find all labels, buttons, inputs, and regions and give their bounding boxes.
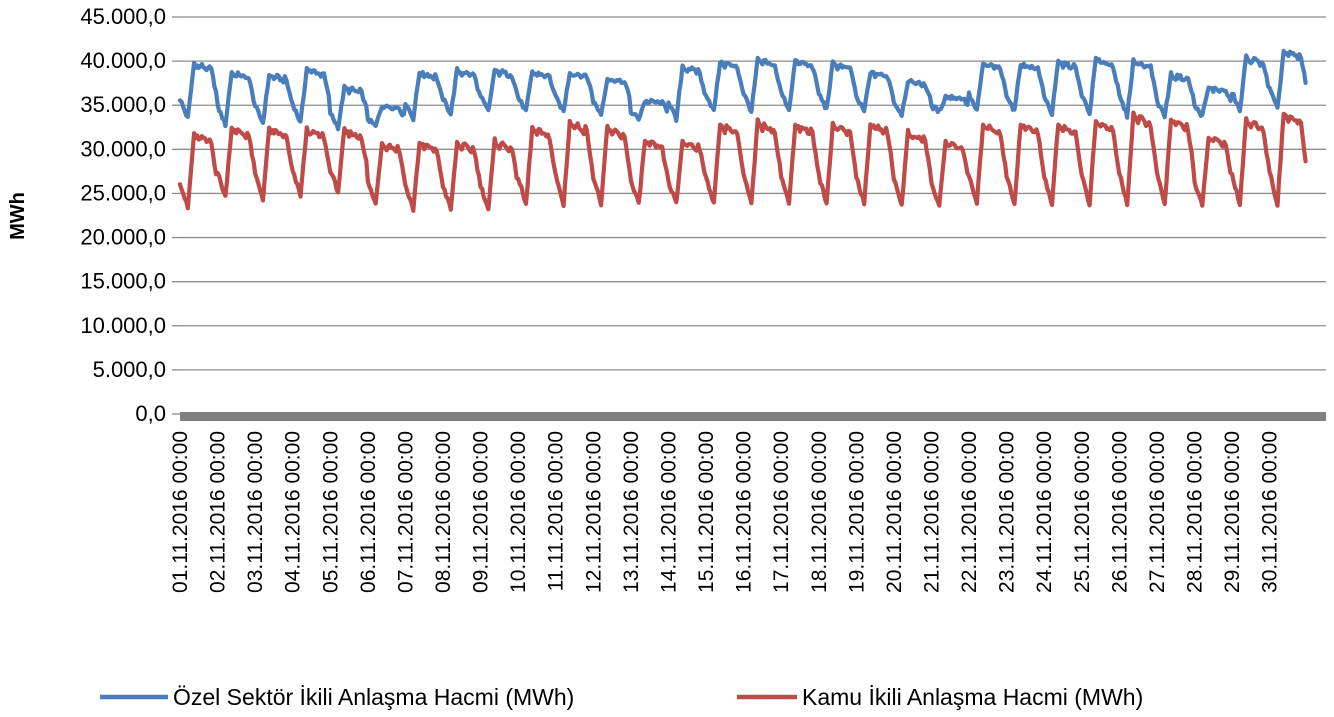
x-tick-label: 24.11.2016 00:00 xyxy=(1033,431,1056,593)
x-tick-label: 06.11.2016 00:00 xyxy=(357,431,380,593)
y-tick-label: 25.000,0 xyxy=(80,180,166,205)
legend-label: Özel Sektör İkili Anlaşma Hacmi (MWh) xyxy=(173,684,574,710)
y-axis-label: MWh xyxy=(7,192,29,240)
x-axis-band xyxy=(180,412,1326,421)
x-tick-label: 05.11.2016 00:00 xyxy=(319,431,342,593)
legend-label: Kamu İkili Anlaşma Hacmi (MWh) xyxy=(802,684,1143,710)
series-lines xyxy=(177,48,1308,213)
legend: Özel Sektör İkili Anlaşma Hacmi (MWh) Kam… xyxy=(100,684,1143,710)
x-tick-label: 23.11.2016 00:00 xyxy=(996,431,1019,593)
y-tick-label: 10.000,0 xyxy=(80,313,166,338)
x-tick-label: 03.11.2016 00:00 xyxy=(244,431,267,593)
y-tick-label: 0,0 xyxy=(135,401,166,426)
y-tick-label: 5.000,0 xyxy=(93,357,166,382)
kamu-series-line xyxy=(177,110,1308,213)
x-tick-label: 19.11.2016 00:00 xyxy=(845,431,868,593)
x-tick-label: 07.11.2016 00:00 xyxy=(394,431,417,593)
y-tick-label: 15.000,0 xyxy=(80,269,166,294)
x-tick-label: 01.11.2016 00:00 xyxy=(169,431,192,593)
x-tick-label: 04.11.2016 00:00 xyxy=(282,431,305,593)
y-tick-label: 40.000,0 xyxy=(80,48,166,73)
x-tick-label: 25.11.2016 00:00 xyxy=(1071,431,1094,593)
x-tick-label: 26.11.2016 00:00 xyxy=(1108,431,1131,593)
y-tick-label: 20.000,0 xyxy=(80,225,166,250)
x-tick-label: 29.11.2016 00:00 xyxy=(1221,431,1244,593)
ozel-sektor-series-line xyxy=(177,48,1308,132)
x-tick-label: 08.11.2016 00:00 xyxy=(432,431,455,593)
x-tick-label: 10.11.2016 00:00 xyxy=(507,431,530,593)
x-tick-label: 12.11.2016 00:00 xyxy=(582,431,605,593)
x-tick-label: 15.11.2016 00:00 xyxy=(695,431,718,593)
x-tick-label: 02.11.2016 00:00 xyxy=(207,431,230,593)
x-tick-label: 27.11.2016 00:00 xyxy=(1146,431,1169,593)
y-axis: 0,0 5.000,0 10.000,0 15.000,0 20.000,0 25.000… xyxy=(80,4,180,426)
x-axis: 01.11.2016 00:00 02.11.2016 00:00 03.11.20… xyxy=(169,431,1282,593)
y-tick-label: 35.000,0 xyxy=(80,92,166,117)
x-tick-label: 13.11.2016 00:00 xyxy=(620,431,643,593)
x-tick-label: 30.11.2016 00:00 xyxy=(1259,431,1282,593)
x-tick-label: 17.11.2016 00:00 xyxy=(770,431,793,593)
x-tick-label: 21.11.2016 00:00 xyxy=(920,431,943,593)
y-tick-label: 45.000,0 xyxy=(80,4,166,29)
x-tick-label: 11.11.2016 00:00 xyxy=(545,431,568,591)
x-tick-label: 28.11.2016 00:00 xyxy=(1183,431,1206,593)
x-tick-label: 22.11.2016 00:00 xyxy=(958,431,981,593)
x-tick-label: 18.11.2016 00:00 xyxy=(808,431,831,593)
x-tick-label: 20.11.2016 00:00 xyxy=(883,431,906,593)
x-tick-label: 09.11.2016 00:00 xyxy=(470,431,493,593)
y-tick-label: 30.000,0 xyxy=(80,136,166,161)
x-tick-label: 16.11.2016 00:00 xyxy=(733,431,756,593)
x-tick-label: 14.11.2016 00:00 xyxy=(657,431,680,593)
